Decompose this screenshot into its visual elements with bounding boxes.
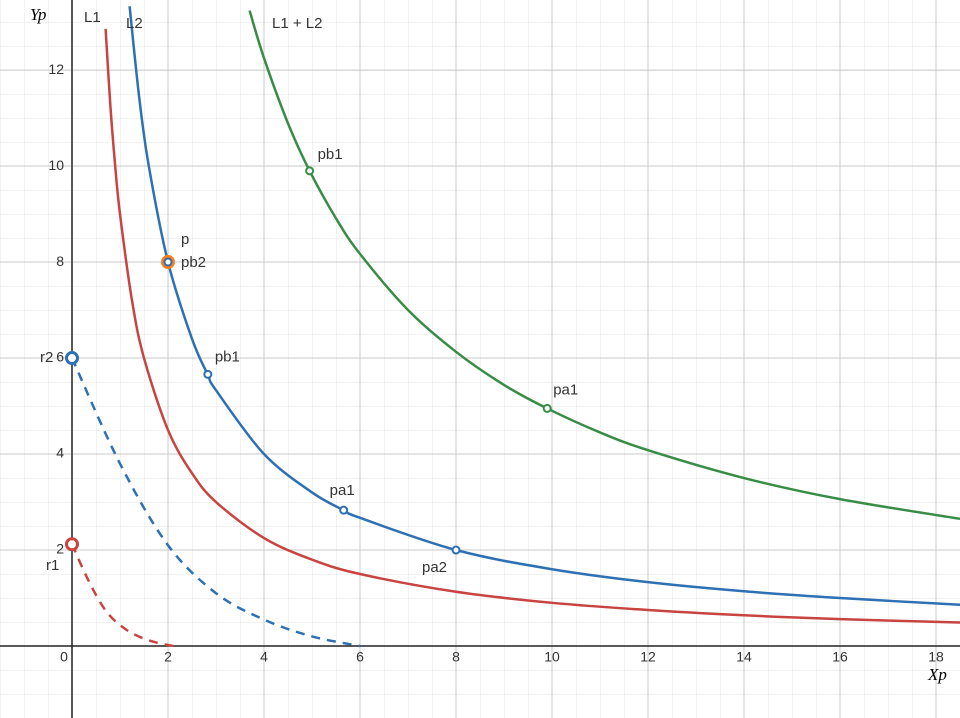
point-label: pa1	[553, 381, 578, 398]
point-label: p	[181, 231, 189, 248]
curve-label: L1 + L2	[272, 15, 322, 32]
x-tick-label: 6	[356, 649, 364, 665]
curve	[248, 10, 960, 521]
point	[542, 403, 552, 413]
curve	[104, 28, 960, 624]
y-tick-label: 2	[56, 541, 64, 557]
y-tick-label: 6	[56, 349, 64, 365]
y-tick-label: 10	[48, 157, 64, 173]
points	[65, 166, 552, 555]
point-label: pb1	[215, 348, 240, 365]
point	[65, 537, 79, 552]
x-tick-label: 12	[640, 649, 656, 665]
point	[305, 166, 315, 176]
curve	[128, 6, 960, 606]
curve	[70, 357, 361, 648]
curve-label: L2	[126, 15, 143, 32]
point-label: r2	[40, 349, 53, 366]
point	[163, 257, 173, 267]
point-label: r1	[46, 557, 59, 574]
curve-label: L1	[84, 9, 101, 26]
x-tick-label: 4	[260, 649, 268, 665]
x-tick-label: 0	[60, 649, 68, 665]
x-axis-label: Xp	[927, 665, 947, 684]
point	[339, 505, 349, 515]
point	[451, 545, 461, 555]
y-tick-label: 8	[56, 253, 64, 269]
y-tick-label: 12	[48, 61, 64, 77]
curves	[70, 6, 960, 648]
point	[203, 369, 213, 379]
point-label: pa2	[422, 559, 447, 576]
x-tick-label: 8	[452, 649, 460, 665]
point-label: pa1	[330, 482, 355, 499]
x-tick-label: 14	[736, 649, 752, 665]
y-axis-label: Yp	[30, 5, 46, 24]
x-tick-label: 2	[164, 649, 172, 665]
y-tick-label: 4	[56, 445, 64, 461]
x-tick-label: 10	[544, 649, 560, 665]
x-tick-label: 16	[832, 649, 848, 665]
point	[65, 351, 79, 366]
x-tick-label: 18	[928, 649, 944, 665]
curve	[70, 543, 175, 648]
point-label: pb1	[318, 146, 343, 163]
point-label: pb2	[181, 254, 206, 271]
